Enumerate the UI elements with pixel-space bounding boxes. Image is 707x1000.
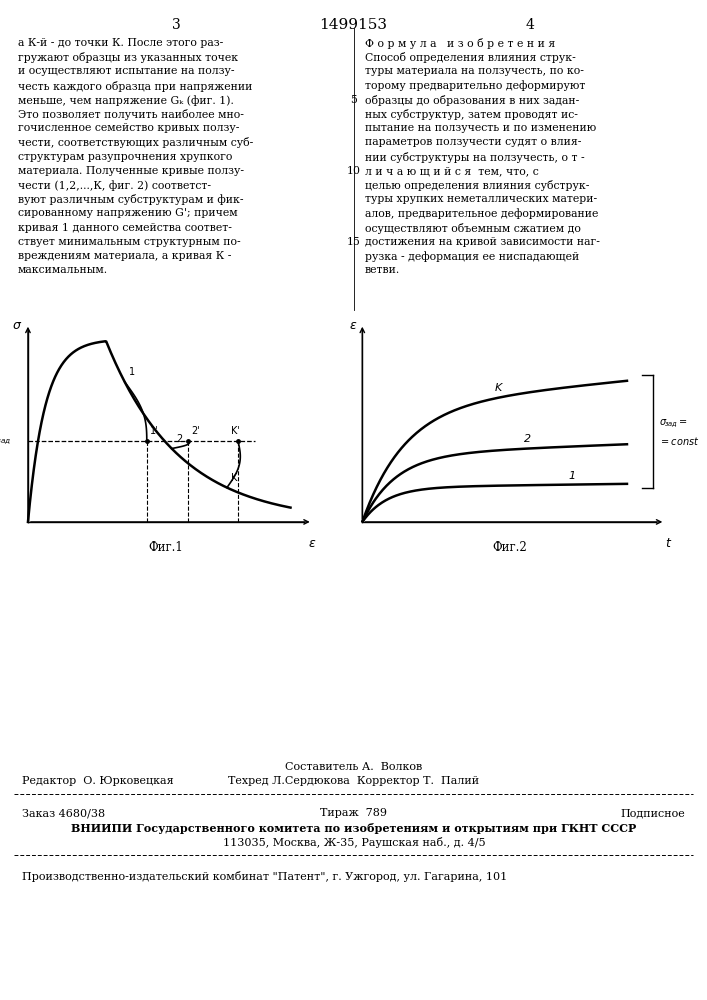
Text: чести (1,2,...,К, фиг. 2) соответст-: чести (1,2,...,К, фиг. 2) соответст- xyxy=(18,180,211,191)
Text: Фиг.1: Фиг.1 xyxy=(148,541,184,554)
Text: Производственно-издательский комбинат "Патент", г. Ужгород, ул. Гагарина, 101: Производственно-издательский комбинат "П… xyxy=(22,870,507,882)
Text: образцы до образования в них задан-: образцы до образования в них задан- xyxy=(365,95,579,106)
Text: гочисленное семейство кривых ползу-: гочисленное семейство кривых ползу- xyxy=(18,123,240,133)
Text: Это позволяет получить наиболее мно-: Это позволяет получить наиболее мно- xyxy=(18,109,244,120)
Text: 1': 1' xyxy=(150,426,158,436)
Text: $t$: $t$ xyxy=(665,537,672,550)
Text: $\varepsilon$: $\varepsilon$ xyxy=(349,319,358,332)
Text: туры хрупких неметаллических матери-: туры хрупких неметаллических матери- xyxy=(365,194,597,204)
Text: вреждениям материала, а кривая К -: вреждениям материала, а кривая К - xyxy=(18,251,231,261)
Text: сированному напряжению G'; причем: сированному напряжению G'; причем xyxy=(18,208,238,218)
Text: K': K' xyxy=(231,426,240,436)
Text: алов, предварительное деформирование: алов, предварительное деформирование xyxy=(365,208,598,219)
Text: 15: 15 xyxy=(347,237,361,247)
Text: 1: 1 xyxy=(129,367,135,377)
Text: вуют различным субструктурам и фик-: вуют различным субструктурам и фик- xyxy=(18,194,243,205)
Text: 2': 2' xyxy=(191,426,200,436)
Text: K: K xyxy=(231,473,238,483)
Text: меньше, чем напряжение Gₖ (фиг. 1).: меньше, чем напряжение Gₖ (фиг. 1). xyxy=(18,95,234,106)
Text: торому предварительно деформируют: торому предварительно деформируют xyxy=(365,81,585,91)
Text: Ф о р м у л а   и з о б р е т е н и я: Ф о р м у л а и з о б р е т е н и я xyxy=(365,38,555,49)
Text: Редактор  О. Юрковецкая: Редактор О. Юрковецкая xyxy=(22,776,174,786)
Text: $\sigma_{\!зад}$: $\sigma_{\!зад}$ xyxy=(0,435,11,447)
Text: кривая 1 данного семейства соответ-: кривая 1 данного семейства соответ- xyxy=(18,223,232,233)
Text: достижения на кривой зависимости наг-: достижения на кривой зависимости наг- xyxy=(365,237,600,247)
Text: рузка - деформация ее ниспадающей: рузка - деформация ее ниспадающей xyxy=(365,251,579,262)
Text: ВНИИПИ Государственного комитета по изобретениям и открытиям при ГКНТ СССР: ВНИИПИ Государственного комитета по изоб… xyxy=(71,823,636,834)
Text: пытание на ползучесть и по изменению: пытание на ползучесть и по изменению xyxy=(365,123,596,133)
Text: 10: 10 xyxy=(347,166,361,176)
Text: структурам разупрочнения хрупкого: структурам разупрочнения хрупкого xyxy=(18,152,233,162)
Text: Тираж  789: Тираж 789 xyxy=(320,808,387,818)
Text: целью определения влияния субструк-: целью определения влияния субструк- xyxy=(365,180,590,191)
Text: честь каждого образца при напряжении: честь каждого образца при напряжении xyxy=(18,81,252,92)
Text: ных субструктур, затем проводят ис-: ных субструктур, затем проводят ис- xyxy=(365,109,578,120)
Text: ствует минимальным структурным по-: ствует минимальным структурным по- xyxy=(18,237,240,247)
Text: Заказ 4680/38: Заказ 4680/38 xyxy=(22,808,105,818)
Text: 3: 3 xyxy=(172,18,180,32)
Text: л и ч а ю щ и й с я  тем, что, с: л и ч а ю щ и й с я тем, что, с xyxy=(365,166,539,176)
Text: гружают образцы из указанных точек: гружают образцы из указанных точек xyxy=(18,52,238,63)
Text: $\varepsilon$: $\varepsilon$ xyxy=(308,537,317,550)
Text: $\sigma$: $\sigma$ xyxy=(12,319,22,332)
Text: Способ определения влияния струк-: Способ определения влияния струк- xyxy=(365,52,575,63)
Text: чести, соответствующих различным суб-: чести, соответствующих различным суб- xyxy=(18,137,253,148)
Text: 1499153: 1499153 xyxy=(320,18,387,32)
Text: K: K xyxy=(495,383,502,393)
Text: Составитель А.  Волков: Составитель А. Волков xyxy=(286,762,423,772)
Text: Техред Л.Сердюкова  Корректор Т.  Палий: Техред Л.Сердюкова Корректор Т. Палий xyxy=(228,776,479,786)
Text: нии субструктуры на ползучесть, о т -: нии субструктуры на ползучесть, о т - xyxy=(365,152,585,163)
Text: материала. Полученные кривые ползу-: материала. Полученные кривые ползу- xyxy=(18,166,244,176)
Text: параметров ползучести судят о влия-: параметров ползучести судят о влия- xyxy=(365,137,581,147)
Text: 2: 2 xyxy=(176,434,182,444)
Text: ветви.: ветви. xyxy=(365,265,400,275)
Text: $\sigma_{\!зад}=$: $\sigma_{\!зад}=$ xyxy=(660,417,689,430)
Text: и осуществляют испытание на ползу-: и осуществляют испытание на ползу- xyxy=(18,66,235,76)
Text: 2: 2 xyxy=(524,434,531,444)
Text: $= const$: $= const$ xyxy=(660,435,700,447)
Text: а К-й - до точки К. После этого раз-: а К-й - до точки К. После этого раз- xyxy=(18,38,223,48)
Text: 5: 5 xyxy=(351,95,358,105)
Text: 1: 1 xyxy=(568,471,575,481)
Text: осуществляют объемным сжатием до: осуществляют объемным сжатием до xyxy=(365,223,581,234)
Text: 113035, Москва, Ж-35, Раушская наб., д. 4/5: 113035, Москва, Ж-35, Раушская наб., д. … xyxy=(223,836,485,848)
Text: туры материала на ползучесть, по ко-: туры материала на ползучесть, по ко- xyxy=(365,66,584,76)
Text: 4: 4 xyxy=(525,18,534,32)
Text: максимальным.: максимальным. xyxy=(18,265,108,275)
Text: Подписное: Подписное xyxy=(620,808,685,818)
Text: Фиг.2: Фиг.2 xyxy=(492,541,527,554)
